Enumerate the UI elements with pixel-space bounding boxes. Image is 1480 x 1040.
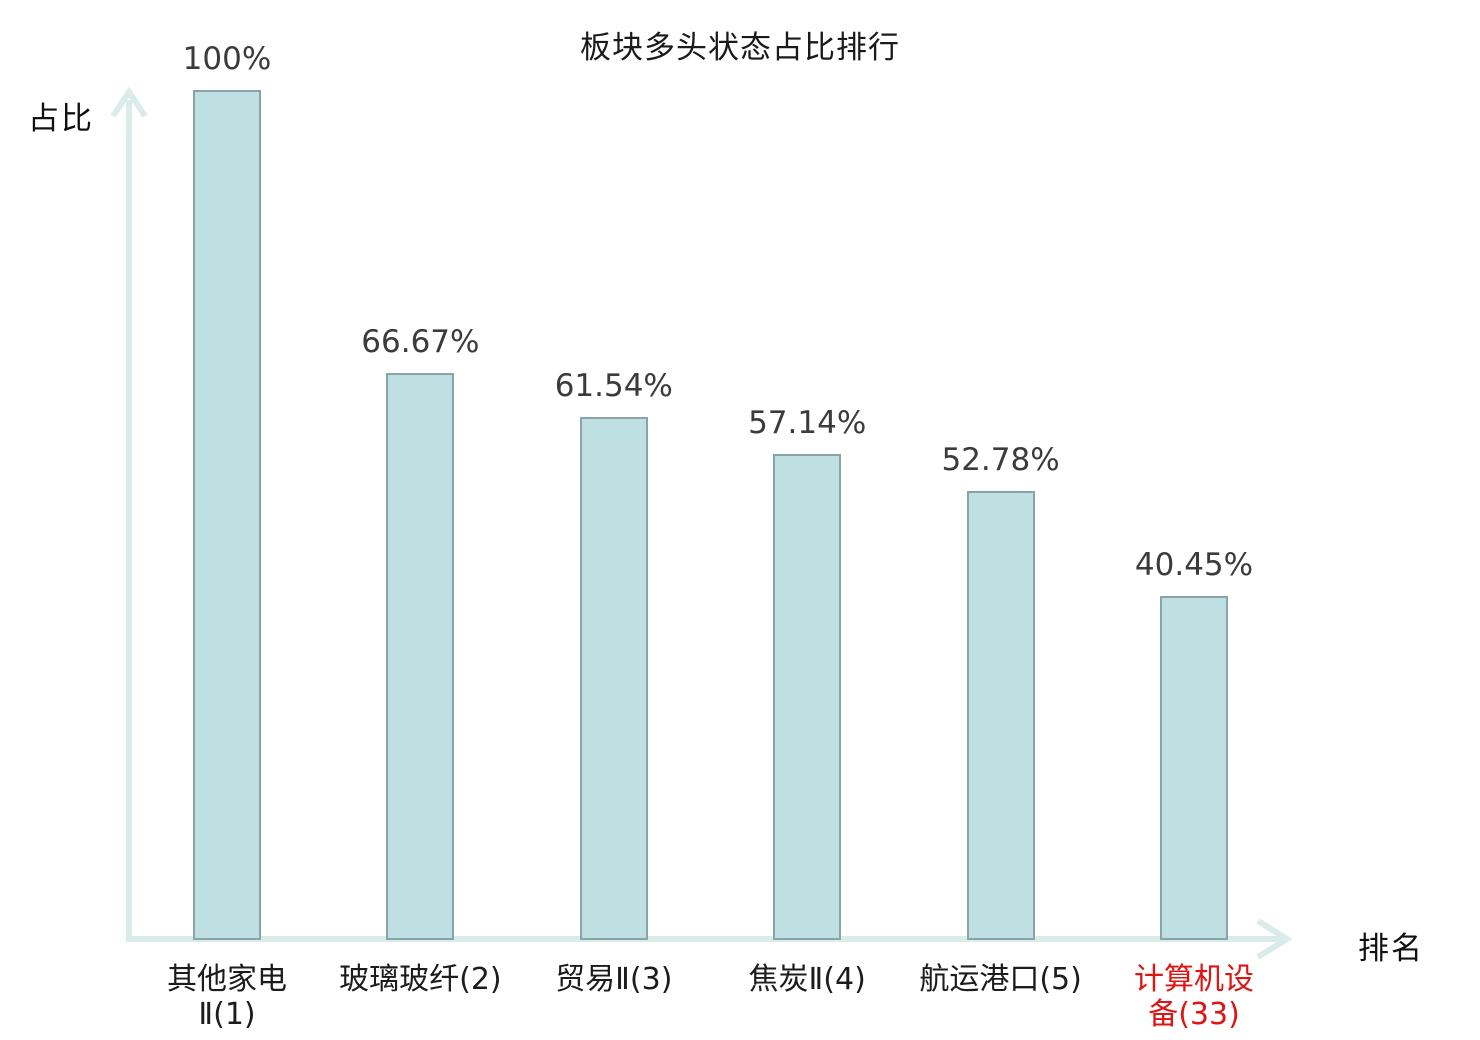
bar-category-label: 玻璃玻纤(2)	[325, 962, 515, 997]
bar-category-label: 其他家电 Ⅱ(1)	[132, 962, 322, 1032]
bar-value-label: 40.45%	[1134, 547, 1254, 584]
bar-category-label: 航运港口(5)	[906, 962, 1096, 997]
x-axis-label: 排名	[1358, 931, 1424, 967]
bar-category-line: 其他家电	[167, 962, 287, 997]
bar	[193, 90, 261, 940]
y-axis-label: 占比	[28, 101, 94, 137]
bar-value-label: 66.67%	[361, 324, 480, 361]
x-axis-arrow-icon	[1256, 918, 1293, 960]
bar-category-line: 航运港口(5)	[919, 962, 1082, 997]
bar-category-label: 焦炭Ⅱ(4)	[712, 962, 902, 997]
bar-category-label: 计算机设 备(33)	[1099, 962, 1289, 1032]
bar-category-label: 贸易Ⅱ(3)	[519, 962, 709, 997]
bar-category-line: 计算机设	[1134, 962, 1254, 997]
bar-value-label: 57.14%	[748, 405, 867, 442]
bar	[773, 454, 842, 940]
bar	[579, 416, 648, 940]
bar	[966, 491, 1035, 940]
bar-value-label: 61.54%	[554, 367, 673, 404]
chart-title: 板块多头状态占比排行	[580, 30, 900, 66]
bar	[1160, 596, 1228, 940]
bar-category-line: Ⅱ(1)	[198, 997, 256, 1032]
bar	[386, 373, 455, 940]
bar-category-line: 玻璃玻纤(2)	[339, 962, 502, 997]
bar-category-line: 焦炭Ⅱ(4)	[748, 962, 866, 997]
y-axis-arrow-icon	[110, 86, 148, 118]
bar-value-label: 100%	[182, 41, 272, 77]
bar-category-line: 贸易Ⅱ(3)	[555, 962, 673, 997]
bar-value-label: 52.78%	[941, 442, 1060, 479]
bar-category-line: 备(33)	[1148, 997, 1240, 1032]
